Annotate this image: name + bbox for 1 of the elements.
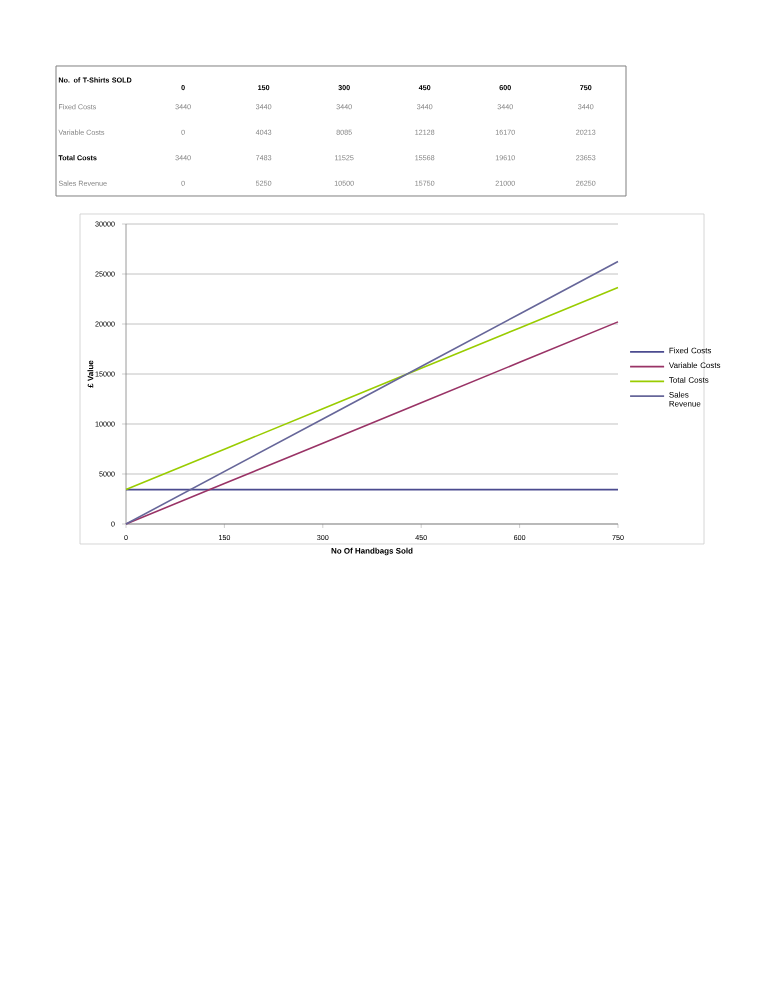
- line-series: [125, 286, 619, 491]
